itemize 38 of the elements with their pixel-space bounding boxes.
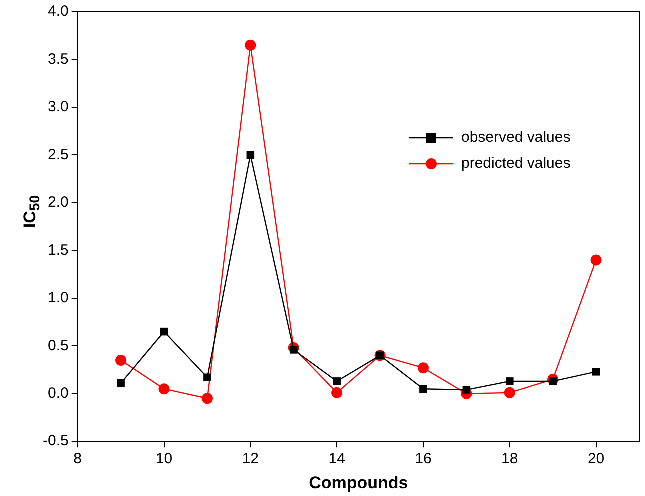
point <box>462 386 471 394</box>
point <box>590 254 602 266</box>
legend-label: predicted values <box>462 155 571 172</box>
x-tick-label: 20 <box>588 450 605 468</box>
point <box>290 346 298 354</box>
point <box>504 387 516 398</box>
y-tick-label: 0.0 <box>48 385 69 402</box>
point <box>333 378 341 386</box>
y-tick-label: 2.5 <box>48 146 69 164</box>
point <box>506 378 514 386</box>
point <box>246 151 255 160</box>
y-tick-label: 3.5 <box>48 50 69 68</box>
point <box>202 393 213 404</box>
x-axis-title: Compounds <box>309 473 408 492</box>
y-tick-label: 0.5 <box>48 337 69 354</box>
x-tick-label: 12 <box>242 450 260 468</box>
x-tick-label: 10 <box>156 450 173 468</box>
y-tick-label: 1.0 <box>48 290 69 307</box>
x-tick-label: 8 <box>74 450 82 468</box>
y-tick-label: 2.0 <box>48 194 69 212</box>
point <box>158 384 170 395</box>
y-tick-label: 1.5 <box>48 242 69 259</box>
point <box>117 379 125 388</box>
y-tick-label: -0.5 <box>42 432 69 450</box>
x-tick-label: 14 <box>328 450 346 468</box>
point <box>116 354 127 366</box>
point <box>418 362 429 374</box>
y-tick-label: 4.0 <box>48 3 69 20</box>
point <box>204 374 212 382</box>
point <box>420 385 428 393</box>
point <box>332 387 343 398</box>
x-tick-label: 16 <box>415 450 432 468</box>
point <box>245 40 256 51</box>
x-tick-label: 18 <box>502 450 518 468</box>
point <box>160 328 168 336</box>
point <box>592 368 600 376</box>
legend-label: observed values <box>462 129 571 146</box>
y-tick-label: 3.0 <box>48 98 69 116</box>
